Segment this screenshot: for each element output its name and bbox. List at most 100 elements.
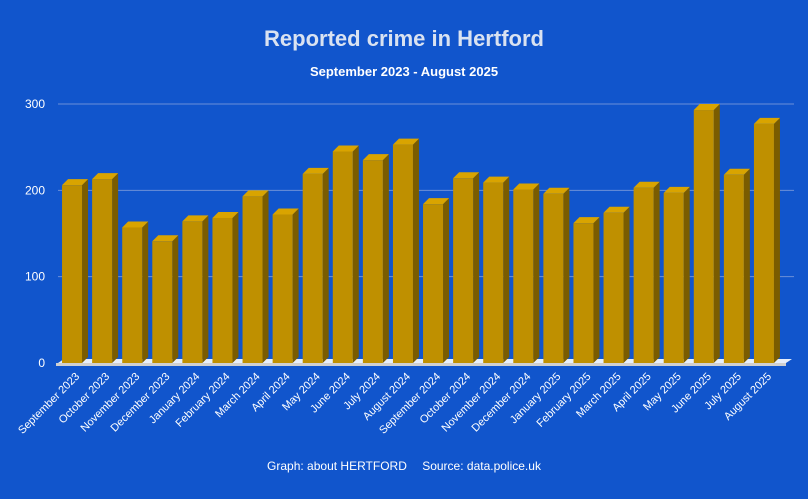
bars (62, 104, 780, 364)
bar (62, 179, 89, 363)
bar-top (182, 215, 209, 222)
bar-top (663, 186, 690, 193)
bar (693, 104, 720, 363)
bar-front (92, 179, 113, 363)
bar-top (92, 173, 119, 180)
bar-side (653, 181, 660, 363)
bar-side (232, 211, 239, 363)
bar-front (423, 204, 444, 363)
y-tick-label: 0 (38, 356, 45, 370)
footer-credit: Graph: about HERTFORD (267, 459, 407, 473)
bar (483, 176, 510, 363)
bar (723, 168, 750, 363)
bar-front (453, 178, 474, 363)
bar-side (352, 145, 359, 363)
bar-side (262, 190, 269, 363)
bar (122, 221, 149, 363)
bar-top (272, 208, 299, 215)
bar-front (212, 217, 233, 363)
bar (182, 215, 209, 363)
bar (332, 145, 359, 363)
bar-top (633, 181, 660, 188)
y-tick-label: 200 (25, 183, 45, 197)
chart-subtitle: September 2023 - August 2025 (309, 64, 499, 79)
bar (543, 187, 570, 363)
bar-front (633, 187, 654, 363)
bar-top (753, 117, 780, 124)
footer-source: Source: data.police.uk (422, 459, 541, 473)
bar-front (362, 160, 383, 363)
bar-side (412, 138, 419, 363)
bar (242, 190, 269, 363)
bar-front (543, 193, 564, 363)
bar (212, 211, 239, 363)
bar-side (683, 186, 690, 363)
y-axis-ticks: 0 100 200 300 (25, 97, 45, 370)
bar-front (513, 189, 534, 363)
bar-front (483, 182, 504, 363)
bar (453, 172, 480, 363)
bar-front (573, 223, 594, 363)
bar-side (112, 173, 119, 363)
bar (513, 183, 540, 363)
bar-side (142, 221, 149, 363)
bar-side (773, 117, 780, 364)
bar-side (743, 168, 750, 363)
y-tick-label: 100 (25, 270, 45, 284)
bar (272, 208, 299, 363)
bar-side (292, 208, 299, 363)
bar-top (603, 206, 630, 213)
bar-side (172, 235, 179, 363)
bar (152, 235, 179, 363)
bar-top (483, 176, 510, 183)
y-tick-label: 300 (25, 97, 45, 111)
bar (302, 167, 329, 363)
bar (633, 181, 660, 363)
bar-top (122, 221, 149, 228)
chart-title: Reported crime in Hertford (264, 26, 544, 51)
bar (573, 217, 600, 363)
bar-top (392, 138, 419, 145)
bar-top (362, 154, 389, 161)
bar-front (302, 173, 323, 363)
bar-top (242, 190, 269, 197)
bar-top (332, 145, 359, 152)
bar (603, 206, 630, 363)
bar-front (122, 227, 143, 363)
bar-front (723, 174, 744, 363)
bar-front (693, 110, 714, 363)
bar-top (152, 235, 179, 242)
bar-front (272, 214, 293, 363)
bar-side (322, 167, 329, 363)
bar-side (593, 217, 600, 363)
chart-floor-edge (56, 363, 786, 366)
bar-top (573, 217, 600, 224)
bar (362, 154, 389, 363)
bar-side (563, 187, 570, 363)
bar-side (473, 172, 480, 363)
bar-top (723, 168, 750, 175)
bar-front (753, 123, 774, 364)
bar-front (242, 196, 263, 363)
bar (423, 198, 450, 363)
bar-top (693, 104, 720, 111)
bar-front (663, 192, 684, 363)
bar-side (443, 198, 450, 363)
bar-side (533, 183, 540, 363)
bar-side (382, 154, 389, 363)
bar-top (453, 172, 480, 179)
bar-front (392, 144, 413, 363)
bar-top (302, 167, 329, 174)
bar-side (202, 215, 209, 363)
bar-top (543, 187, 570, 194)
bar-front (152, 241, 173, 363)
bar-top (513, 183, 540, 190)
bar-side (713, 104, 720, 363)
bar-front (62, 185, 83, 363)
bar (392, 138, 419, 363)
bar-top (423, 198, 450, 205)
bar-side (503, 176, 510, 363)
bar-top (62, 179, 89, 186)
